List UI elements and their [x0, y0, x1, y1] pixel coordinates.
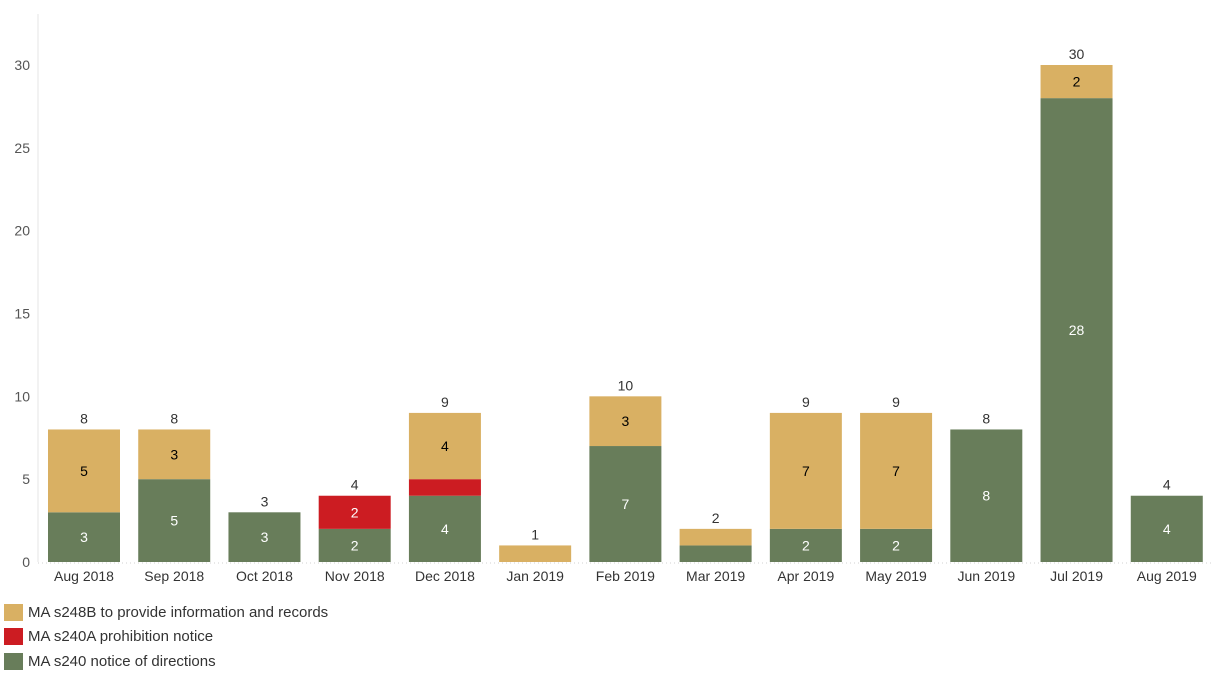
- segment-value-label: 5: [170, 513, 178, 529]
- bar-segment: [1040, 98, 1113, 562]
- x-category-label: Oct 2018: [236, 568, 293, 584]
- bar-total-label: 8: [170, 410, 178, 426]
- legend-swatch: [4, 628, 23, 646]
- bar-total-label: 1: [531, 526, 539, 542]
- x-category-label: Aug 2018: [54, 568, 114, 584]
- segment-value-label: 4: [441, 521, 449, 537]
- legend-label: MA s240 notice of directions: [28, 652, 216, 670]
- bar-segment: [138, 429, 211, 480]
- bar-total-label: 9: [441, 394, 449, 410]
- legend-swatch: [4, 603, 23, 621]
- y-tick-label: 10: [14, 388, 30, 404]
- bar-segment: [679, 528, 752, 546]
- x-category-label: Jul 2019: [1050, 568, 1103, 584]
- bar-segment: [48, 429, 120, 513]
- bar-total-label: 4: [351, 477, 359, 493]
- bar-segment: [860, 528, 933, 562]
- bar-total-label: 2: [712, 510, 720, 526]
- segment-value-label: 4: [1163, 521, 1171, 537]
- bar-segment: [499, 545, 572, 562]
- y-tick-label: 0: [22, 554, 30, 570]
- segment-value-label: 7: [802, 463, 810, 479]
- bar-segment: [679, 545, 752, 562]
- bar-total-label: 3: [261, 493, 269, 509]
- segment-value-label: 7: [892, 463, 900, 479]
- x-category-label: Jun 2019: [958, 568, 1016, 584]
- bar-total-label: 10: [618, 377, 634, 393]
- segment-value-label: 2: [1073, 74, 1081, 90]
- x-category-label: Feb 2019: [596, 568, 655, 584]
- segment-value-label: 2: [351, 537, 359, 553]
- bar-segment: [318, 495, 391, 529]
- bar-segment: [769, 412, 842, 529]
- y-tick-label: 25: [14, 140, 30, 156]
- segment-value-label: 28: [1069, 322, 1085, 338]
- bar-segment: [1040, 65, 1113, 99]
- segment-value-label: 4: [441, 438, 449, 454]
- legend-label: MA s248B to provide information and reco…: [28, 603, 329, 621]
- bar-segment: [228, 512, 301, 562]
- bar-segment: [138, 479, 211, 562]
- legend-item: MA s240A prohibition notice: [4, 625, 328, 650]
- y-tick-label: 15: [14, 306, 30, 322]
- bar-segment: [769, 528, 842, 562]
- segment-value-label: 3: [170, 446, 178, 462]
- legend-label: MA s240A prohibition notice: [28, 628, 214, 646]
- bar-segment: [48, 512, 120, 562]
- segment-value-label: 2: [892, 537, 900, 553]
- segment-value-label: 5: [80, 463, 88, 479]
- bar-segment: [950, 429, 1023, 562]
- segment-value-label: 7: [621, 496, 629, 512]
- bar-segment: [860, 412, 933, 529]
- bar-segment: [408, 495, 481, 562]
- y-tick-label: 30: [14, 57, 30, 73]
- x-category-label: Dec 2018: [415, 568, 475, 584]
- bar-segment: [589, 396, 662, 447]
- bar-total-label: 8: [982, 410, 990, 426]
- legend: MA s248B to provide information and reco…: [4, 600, 328, 674]
- bar-segment: [408, 479, 481, 496]
- bar-total-label: 4: [1163, 477, 1171, 493]
- bar-total-label: 9: [892, 394, 900, 410]
- legend-swatch: [4, 652, 23, 670]
- x-category-label: Sep 2018: [144, 568, 204, 584]
- x-category-label: Jan 2019: [506, 568, 564, 584]
- segment-value-label: 3: [621, 413, 629, 429]
- bar-segment: [318, 528, 391, 562]
- bar-total-label: 8: [80, 410, 88, 426]
- x-category-label: Mar 2019: [686, 568, 745, 584]
- x-category-label: Apr 2019: [777, 568, 834, 584]
- y-tick-label: 20: [14, 223, 30, 239]
- legend-item: MA s240 notice of directions: [4, 649, 328, 674]
- y-tick-label: 5: [22, 471, 30, 487]
- segment-value-label: 8: [982, 488, 990, 504]
- x-category-label: Aug 2019: [1137, 568, 1197, 584]
- x-category-label: Nov 2018: [325, 568, 385, 584]
- bar-segment: [1130, 495, 1203, 562]
- bar-segment: [408, 412, 481, 480]
- segment-value-label: 3: [261, 529, 269, 545]
- segment-value-label: 2: [351, 504, 359, 520]
- segment-value-label: 3: [80, 529, 88, 545]
- bar-total-label: 30: [1069, 46, 1085, 62]
- bar-segment: [589, 446, 662, 562]
- bar-total-label: 9: [802, 394, 810, 410]
- segment-value-label: 2: [802, 537, 810, 553]
- legend-item: MA s248B to provide information and reco…: [4, 600, 328, 625]
- x-category-label: May 2019: [865, 568, 927, 584]
